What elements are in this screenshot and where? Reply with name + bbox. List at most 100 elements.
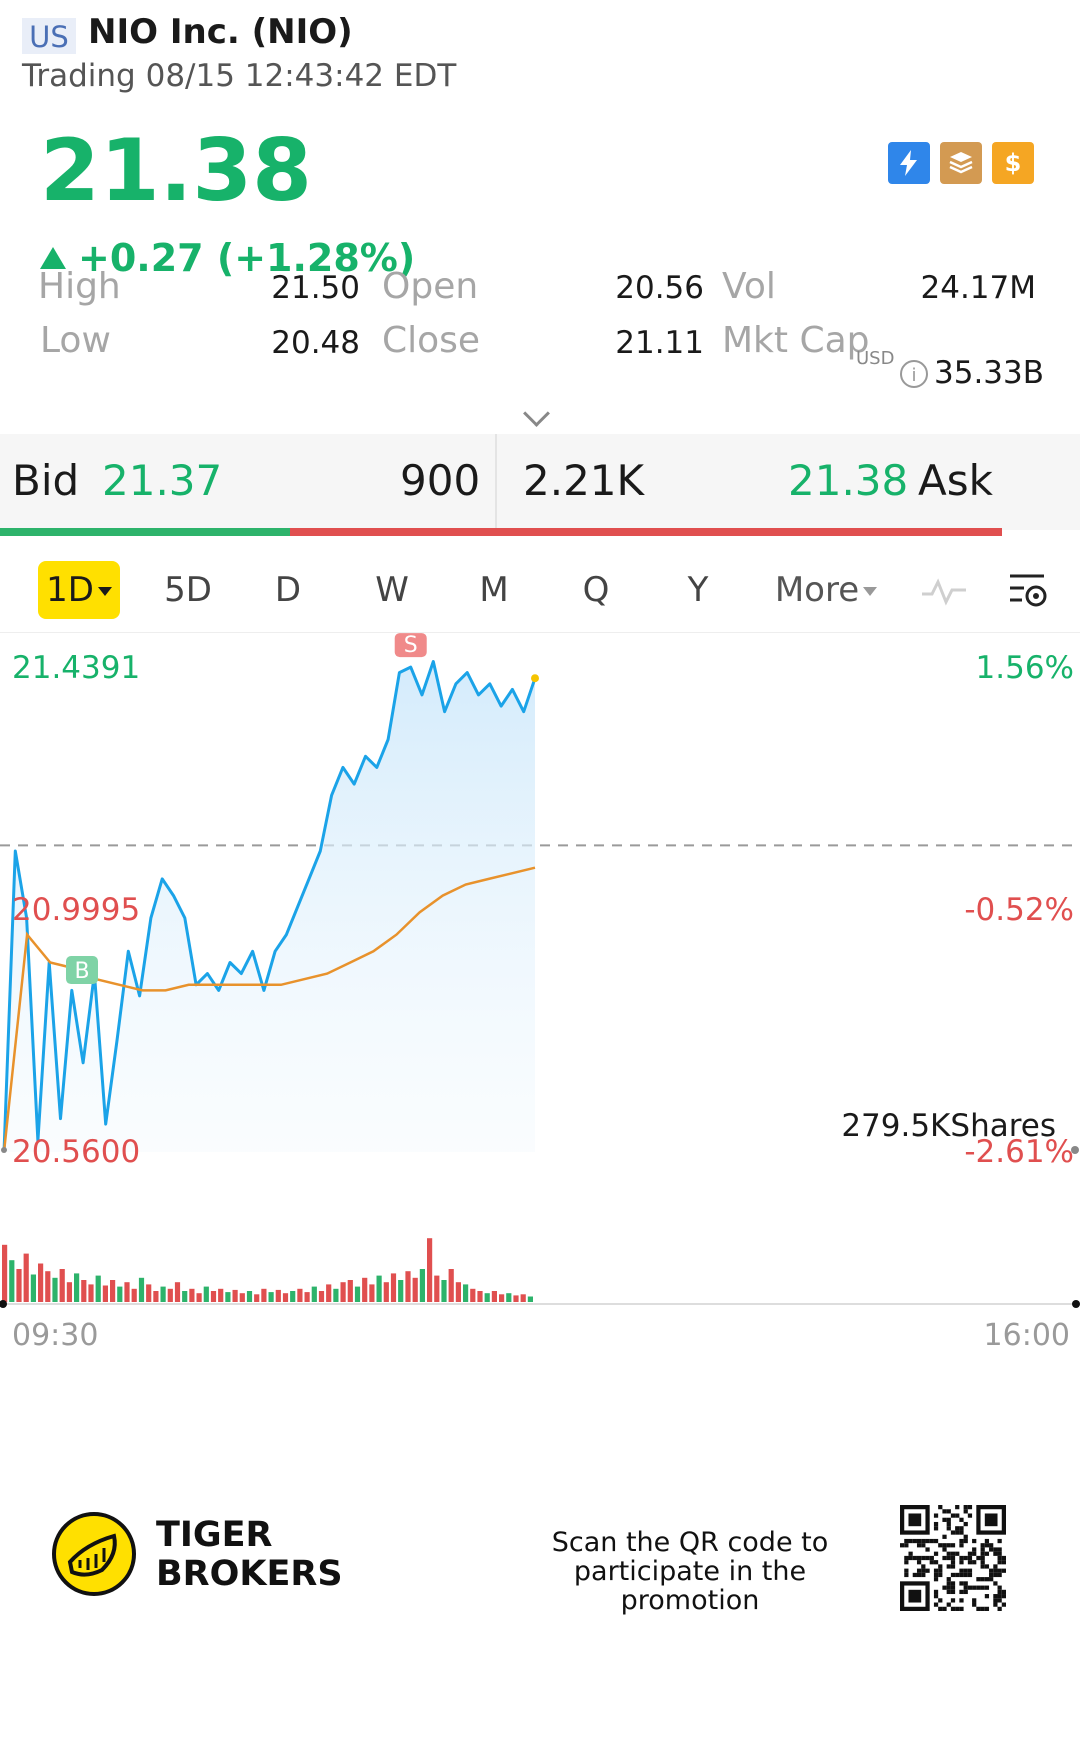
volume-bar — [419, 1269, 425, 1302]
volume-bar — [275, 1289, 281, 1302]
qr-module — [997, 1568, 1002, 1573]
qr-module — [980, 1560, 985, 1565]
qr-module — [1001, 1555, 1006, 1561]
qr-module — [984, 1585, 990, 1590]
bid-ask-divider — [495, 434, 497, 530]
qr-module — [950, 1598, 956, 1603]
info-icon[interactable]: i — [900, 360, 928, 388]
qr-module — [972, 1560, 977, 1565]
qr-module — [904, 1555, 909, 1561]
ask-label: Ask — [918, 456, 993, 505]
qr-module — [942, 1555, 947, 1561]
volume-bar — [477, 1291, 483, 1302]
qr-module — [997, 1606, 1002, 1611]
volume-bar — [239, 1293, 245, 1302]
stack-icon[interactable] — [940, 142, 982, 184]
tab-5d[interactable]: 5D — [164, 570, 212, 610]
qr-module — [929, 1538, 934, 1544]
qr-module — [1001, 1589, 1006, 1595]
qr-module — [997, 1589, 1002, 1595]
qr-code-icon[interactable] — [900, 1505, 1006, 1611]
last-price: 21.38 — [40, 121, 313, 221]
qr-module — [997, 1598, 1002, 1603]
qr-module — [938, 1505, 943, 1510]
volume-bar — [427, 1238, 433, 1302]
qr-module — [912, 1555, 917, 1561]
volume-bar — [232, 1289, 238, 1302]
tab-d[interactable]: D — [274, 570, 302, 610]
qr-module — [933, 1521, 939, 1527]
qr-module — [972, 1547, 977, 1552]
qr-module — [984, 1594, 990, 1599]
volume-bar — [117, 1286, 123, 1302]
qr-module — [997, 1555, 1002, 1561]
volume-bar — [448, 1269, 454, 1302]
tab-q[interactable]: Q — [582, 570, 610, 610]
qr-module — [900, 1543, 905, 1548]
pulse-icon[interactable] — [920, 572, 968, 608]
volume-bar — [146, 1284, 152, 1302]
volume-bar — [527, 1296, 533, 1302]
tab-more[interactable]: More — [772, 548, 880, 632]
qr-module — [950, 1555, 956, 1561]
tab-w[interactable]: W — [375, 570, 409, 610]
qr-module — [972, 1598, 977, 1603]
volume-bar — [131, 1288, 137, 1302]
vol-label: Vol — [722, 266, 776, 307]
volume-bar — [383, 1282, 389, 1302]
volume-bar — [16, 1269, 22, 1302]
qr-module — [997, 1538, 1002, 1544]
bid-ratio-bar — [0, 528, 290, 536]
qr-module — [993, 1547, 998, 1552]
qr-module — [946, 1551, 951, 1556]
tab-1d[interactable]: 1D — [38, 561, 120, 619]
ask-ratio-bar — [290, 528, 1002, 536]
promo-line-1: Scan the QR code to — [551, 1527, 829, 1558]
volume-label: 279.5KShares — [841, 1108, 1056, 1144]
qr-module — [967, 1513, 973, 1518]
qr-module — [989, 1568, 994, 1573]
qr-module — [938, 1572, 943, 1578]
volume-bar — [354, 1286, 361, 1302]
volume-bar — [434, 1275, 440, 1302]
period-tabs: 1D 5D D W M Q Y More — [0, 548, 1080, 633]
qr-module — [959, 1517, 964, 1522]
tab-m[interactable]: M — [479, 570, 509, 610]
sell-marker-label: S — [404, 633, 418, 658]
chart-settings-icon[interactable] — [1006, 568, 1050, 612]
ask-price: 21.38 — [788, 456, 909, 505]
qr-module — [925, 1555, 930, 1561]
qr-module — [963, 1534, 968, 1539]
volume-bar — [441, 1280, 447, 1302]
qr-module — [950, 1564, 956, 1569]
lightning-icon[interactable] — [888, 142, 930, 184]
time-start: 09:30 — [12, 1318, 99, 1353]
caret-down-icon — [863, 587, 878, 596]
qr-module — [912, 1538, 917, 1544]
qr-module — [946, 1543, 951, 1548]
qr-module — [972, 1602, 977, 1607]
volume-bar — [203, 1286, 209, 1302]
qr-module — [933, 1594, 939, 1599]
brand-name: TIGER BROKERS — [156, 1516, 343, 1594]
bid-size: 900 — [400, 456, 481, 505]
brand-line-2: BROKERS — [156, 1554, 343, 1594]
price-line — [2, 660, 537, 1153]
qr-module — [942, 1509, 947, 1514]
pct-axis-mid: -0.52% — [964, 892, 1074, 928]
qr-module — [1001, 1560, 1006, 1565]
qr-module — [980, 1543, 985, 1548]
chevron-down-icon[interactable] — [523, 400, 550, 427]
price-axis-high: 21.4391 — [12, 650, 141, 686]
intraday-chart[interactable]: SB — [0, 632, 1080, 1172]
axis-start-dot — [1, 1147, 7, 1153]
open-label: Open — [382, 266, 479, 307]
price-axis-low: 20.5600 — [12, 1134, 141, 1170]
tab-y[interactable]: Y — [687, 570, 709, 610]
volume-bar — [506, 1293, 512, 1302]
qr-module — [946, 1526, 951, 1531]
qr-module — [921, 1564, 926, 1569]
dollar-icon[interactable]: $ — [992, 142, 1034, 184]
open-value: 20.56 — [615, 270, 704, 306]
mktcap-value: 35.33B — [934, 355, 1045, 391]
